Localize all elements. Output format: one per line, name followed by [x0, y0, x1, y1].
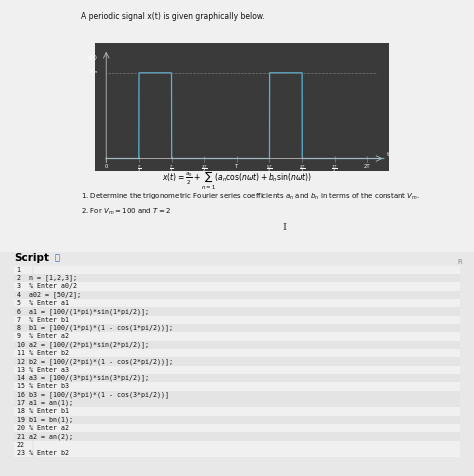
- Text: 12 b2 = [100/(2*pi)*(1 - cos(2*pi/2))];: 12 b2 = [100/(2*pi)*(1 - cos(2*pi/2))];: [17, 358, 173, 365]
- FancyBboxPatch shape: [14, 290, 460, 299]
- Text: $\frac{3T}{4}$: $\frac{3T}{4}$: [201, 164, 208, 175]
- Text: 21 a2 = an(2);: 21 a2 = an(2);: [17, 433, 73, 440]
- Text: T: T: [235, 164, 238, 169]
- FancyBboxPatch shape: [14, 349, 460, 357]
- Text: 3  % Enter a0/2: 3 % Enter a0/2: [17, 283, 77, 289]
- Text: 16 b3 = [100/(3*pi)*(1 - cos(3*pi/2))]: 16 b3 = [100/(3*pi)*(1 - cos(3*pi/2))]: [17, 391, 169, 398]
- Text: R: R: [457, 259, 462, 266]
- FancyBboxPatch shape: [14, 307, 460, 316]
- Text: 7  % Enter b1: 7 % Enter b1: [17, 317, 69, 323]
- Text: 15 % Enter b3: 15 % Enter b3: [17, 383, 69, 389]
- Text: 13 % Enter a3: 13 % Enter a3: [17, 367, 69, 373]
- FancyBboxPatch shape: [14, 382, 460, 390]
- Text: 2. For $V_m = 100$ and $T = 2$: 2. For $V_m = 100$ and $T = 2$: [81, 207, 171, 217]
- Text: 6  a1 = [100/(1*pi)*sin(1*pi/2)];: 6 a1 = [100/(1*pi)*sin(1*pi/2)];: [17, 308, 148, 315]
- Text: $\frac{3T}{2}$: $\frac{3T}{2}$: [299, 164, 306, 175]
- Text: 23 % Enter b2: 23 % Enter b2: [17, 450, 69, 456]
- Text: 1: 1: [17, 267, 20, 273]
- FancyBboxPatch shape: [14, 266, 460, 457]
- Text: $\frac{7T}{4}$: $\frac{7T}{4}$: [331, 164, 338, 175]
- Text: 9  % Enter a2: 9 % Enter a2: [17, 333, 69, 339]
- Text: 8  b1 = [100/(1*pi)*(1 - cos(1*pi/2))];: 8 b1 = [100/(1*pi)*(1 - cos(1*pi/2))];: [17, 325, 173, 331]
- FancyBboxPatch shape: [14, 316, 460, 324]
- FancyBboxPatch shape: [14, 332, 460, 341]
- FancyBboxPatch shape: [0, 0, 474, 252]
- Text: $V_m$: $V_m$: [88, 67, 98, 76]
- Text: 10 a2 = [100/(2*pi)*sin(2*pi/2)];: 10 a2 = [100/(2*pi)*sin(2*pi/2)];: [17, 341, 148, 348]
- FancyBboxPatch shape: [14, 266, 460, 274]
- Text: ⓘ: ⓘ: [55, 253, 60, 262]
- Text: A periodic signal x(t) is given graphically below.: A periodic signal x(t) is given graphica…: [81, 12, 264, 21]
- FancyBboxPatch shape: [14, 416, 460, 424]
- Text: 0: 0: [105, 164, 108, 169]
- Text: 22: 22: [17, 442, 25, 448]
- Text: 18 % Enter b1: 18 % Enter b1: [17, 408, 69, 415]
- Text: $\frac{5T}{4}$: $\frac{5T}{4}$: [266, 164, 273, 175]
- FancyBboxPatch shape: [0, 252, 474, 476]
- FancyBboxPatch shape: [14, 424, 460, 432]
- FancyBboxPatch shape: [14, 432, 460, 441]
- Text: 1. Determine the trigonometric Fourier series coefficients $a_n$ and $b_n$ in te: 1. Determine the trigonometric Fourier s…: [81, 191, 419, 201]
- FancyBboxPatch shape: [14, 324, 460, 332]
- FancyBboxPatch shape: [14, 366, 460, 374]
- Text: t: t: [387, 152, 390, 157]
- Text: $\frac{T}{4}$: $\frac{T}{4}$: [137, 164, 141, 175]
- Text: 2  n = [1,2,3];: 2 n = [1,2,3];: [17, 275, 77, 281]
- Text: 20 % Enter a2: 20 % Enter a2: [17, 425, 69, 431]
- FancyBboxPatch shape: [14, 449, 460, 457]
- Text: 19 b1 = bn(1);: 19 b1 = bn(1);: [17, 416, 73, 423]
- Text: $x(t) = \frac{a_0}{2} + \sum_{n=1}^{\infty}(a_n\cos(n\omega t) + b_n\sin(n\omega: $x(t) = \frac{a_0}{2} + \sum_{n=1}^{\inf…: [162, 165, 312, 192]
- FancyBboxPatch shape: [14, 357, 460, 366]
- FancyBboxPatch shape: [14, 441, 460, 449]
- Text: x(t): x(t): [87, 55, 98, 60]
- Text: 17 a1 = an(1);: 17 a1 = an(1);: [17, 400, 73, 407]
- Text: I: I: [283, 223, 286, 231]
- FancyBboxPatch shape: [14, 282, 460, 290]
- FancyBboxPatch shape: [14, 407, 460, 416]
- Text: Script: Script: [14, 253, 49, 263]
- FancyBboxPatch shape: [14, 274, 460, 282]
- Text: 2T: 2T: [364, 164, 371, 169]
- FancyBboxPatch shape: [14, 390, 460, 399]
- Text: 14 a3 = [100/(3*pi)*sin(3*pi/2)];: 14 a3 = [100/(3*pi)*sin(3*pi/2)];: [17, 375, 148, 381]
- Text: 4  a02 = [50/2];: 4 a02 = [50/2];: [17, 291, 81, 298]
- FancyBboxPatch shape: [14, 341, 460, 349]
- Text: $\frac{T}{2}$: $\frac{T}{2}$: [169, 164, 174, 175]
- Text: 11 % Enter b2: 11 % Enter b2: [17, 350, 69, 356]
- FancyBboxPatch shape: [14, 299, 460, 307]
- FancyBboxPatch shape: [14, 399, 460, 407]
- FancyBboxPatch shape: [14, 374, 460, 382]
- Text: 5  % Enter a1: 5 % Enter a1: [17, 300, 69, 306]
